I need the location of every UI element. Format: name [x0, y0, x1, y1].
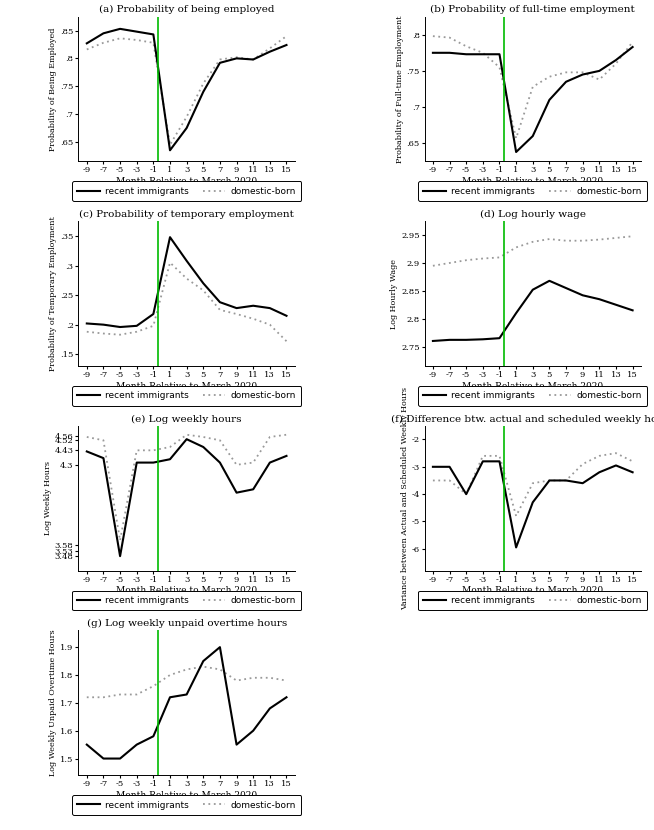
Legend: recent immigrants, domestic-born: recent immigrants, domestic-born — [72, 386, 301, 406]
Title: (a) Probability of being employed: (a) Probability of being employed — [99, 5, 275, 14]
Y-axis label: Log Weekly Unpaid Overtime Hours: Log Weekly Unpaid Overtime Hours — [50, 629, 58, 776]
Y-axis label: Probability of Full-time Employment: Probability of Full-time Employment — [396, 15, 404, 163]
Y-axis label: Variance between Actual and Scheduled Weekly Hours: Variance between Actual and Scheduled We… — [401, 387, 409, 610]
Legend: recent immigrants, domestic-born: recent immigrants, domestic-born — [72, 795, 301, 815]
Title: (b) Probability of full-time employment: (b) Probability of full-time employment — [430, 5, 635, 14]
Title: (d) Log hourly wage: (d) Log hourly wage — [480, 210, 586, 219]
Title: (f) Difference btw. actual and scheduled weekly hours: (f) Difference btw. actual and scheduled… — [391, 414, 654, 423]
Title: (e) Log weekly hours: (e) Log weekly hours — [131, 414, 242, 423]
Y-axis label: Log Hourly Wage: Log Hourly Wage — [390, 259, 398, 329]
Legend: recent immigrants, domestic-born: recent immigrants, domestic-born — [72, 182, 301, 201]
Y-axis label: Probability of Being Employed: Probability of Being Employed — [50, 27, 58, 151]
Legend: recent immigrants, domestic-born: recent immigrants, domestic-born — [72, 591, 301, 610]
Legend: recent immigrants, domestic-born: recent immigrants, domestic-born — [418, 386, 647, 406]
X-axis label: Month Relative to March 2020: Month Relative to March 2020 — [116, 382, 257, 391]
X-axis label: Month Relative to March 2020: Month Relative to March 2020 — [116, 791, 257, 800]
X-axis label: Month Relative to March 2020: Month Relative to March 2020 — [116, 177, 257, 186]
X-axis label: Month Relative to March 2020: Month Relative to March 2020 — [462, 382, 604, 391]
Y-axis label: Log Weekly Hours: Log Weekly Hours — [44, 461, 52, 535]
X-axis label: Month Relative to March 2020: Month Relative to March 2020 — [116, 586, 257, 595]
Legend: recent immigrants, domestic-born: recent immigrants, domestic-born — [418, 591, 647, 610]
X-axis label: Month Relative to March 2020: Month Relative to March 2020 — [462, 177, 604, 186]
Title: (g) Log weekly unpaid overtime hours: (g) Log weekly unpaid overtime hours — [86, 619, 286, 628]
Y-axis label: Probability of Temporary Employment: Probability of Temporary Employment — [50, 217, 58, 371]
Legend: recent immigrants, domestic-born: recent immigrants, domestic-born — [418, 182, 647, 201]
X-axis label: Month Relative to March 2020: Month Relative to March 2020 — [462, 586, 604, 595]
Title: (c) Probability of temporary employment: (c) Probability of temporary employment — [79, 210, 294, 219]
